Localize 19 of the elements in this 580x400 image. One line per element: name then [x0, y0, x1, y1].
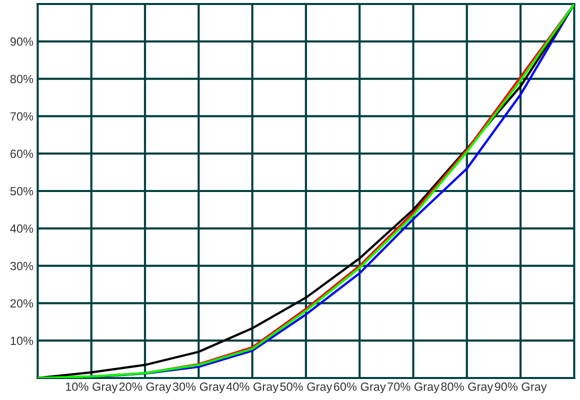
y-tick-label: 90% — [10, 37, 34, 46]
x-tick-label: 40% Gray — [226, 382, 279, 394]
x-tick-label: 30% Gray — [172, 382, 225, 394]
x-tick-label: 50% Gray — [280, 382, 332, 394]
x-tick-label: 80% Gray — [441, 382, 494, 394]
y-tick-label: 10% — [10, 336, 34, 345]
x-tick-label: 70% Gray — [388, 382, 440, 394]
y-tick-label: 30% — [10, 262, 34, 270]
x-tick-label: 20% Gray — [119, 382, 172, 394]
x-tick-label: 10% Gray — [66, 382, 118, 394]
y-tick-label: 20% — [10, 299, 34, 308]
y-tick-label: 80% — [10, 74, 34, 84]
line-series — [38, 4, 574, 378]
x-tick-label: 90% Gray — [494, 382, 547, 394]
x-tick-label: 60% Gray — [334, 382, 386, 394]
y-tick-label: 40% — [10, 224, 34, 233]
y-tick-label: 60% — [10, 150, 34, 158]
y-tick-label: 50% — [10, 187, 34, 196]
y-tick-label: 70% — [10, 112, 34, 121]
